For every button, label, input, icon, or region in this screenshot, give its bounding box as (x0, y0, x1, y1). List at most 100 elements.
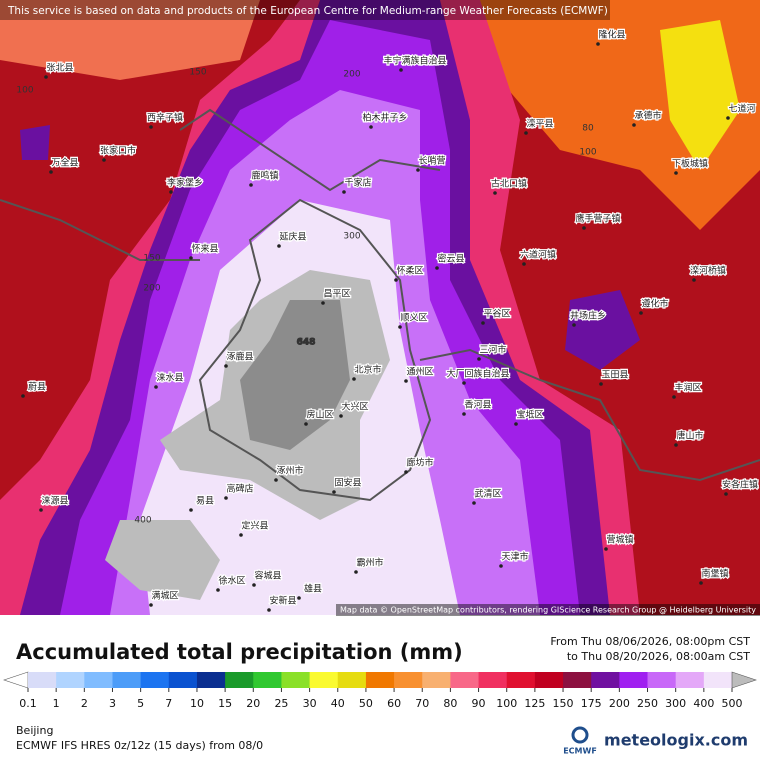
place-dot (49, 170, 53, 174)
legend-tick-label: 400 (693, 697, 714, 710)
legend-swatch (394, 672, 423, 688)
legend-swatch (478, 672, 508, 688)
legend-tick-label: 500 (722, 697, 743, 710)
place-label: 大兴区 (341, 401, 368, 413)
legend-swatch (225, 672, 254, 688)
legend-tick-label: 3 (109, 697, 116, 710)
place-label: 天津市 (501, 551, 528, 563)
place-dot (404, 470, 408, 474)
place-label: 通州区 (406, 367, 433, 378)
place-dot (726, 116, 730, 120)
location: Beijing (16, 724, 53, 737)
place-label: 怀来县 (191, 243, 218, 255)
contour-label: 400 (134, 516, 151, 526)
legend-swatch (534, 672, 564, 688)
place-dot (224, 364, 228, 368)
legend-tick-label: 5 (137, 697, 144, 710)
place-label: 北京市 (354, 364, 381, 376)
place-dot (102, 158, 106, 162)
place-label: 涞水县 (156, 372, 183, 384)
legend-tick-label: 25 (274, 697, 288, 710)
place-dot (224, 496, 228, 500)
place-label: 容城县 (254, 570, 281, 582)
contour-label: 100 (16, 86, 33, 96)
legend-swatch (253, 672, 282, 688)
place-label: 密云县 (437, 253, 464, 265)
legend-swatch (591, 672, 620, 688)
legend-tick-label: 175 (581, 697, 602, 710)
place-dot (493, 191, 497, 195)
place-label: 遵化市 (641, 298, 668, 310)
brand[interactable]: meteologix.com (604, 731, 748, 750)
place-dot (499, 564, 503, 568)
place-dot (267, 608, 271, 612)
attribution-bg (336, 604, 760, 616)
place-dot (239, 533, 243, 537)
ecmwf-icon (571, 726, 589, 744)
place-dot (582, 226, 586, 230)
place-label: 隆化县 (598, 29, 625, 41)
legend-swatch (168, 672, 198, 688)
place-label: 安新县 (269, 595, 296, 607)
legend-swatch (28, 672, 57, 688)
legend-tick-label: 1 (53, 697, 60, 710)
place-dot (394, 278, 398, 282)
place-dot (149, 603, 153, 607)
place-label: 大厂回族自治县 (446, 368, 509, 380)
place-label: 定兴县 (241, 520, 268, 532)
place-label: 平谷区 (483, 309, 510, 320)
place-label: 李家堡乡 (167, 177, 203, 189)
place-label: 安各庄镇 (722, 479, 758, 491)
place-dot (189, 508, 193, 512)
legend-swatch (506, 672, 536, 688)
place-dot (477, 357, 481, 361)
footer-title: Accumulated total precipitation (mm) (16, 640, 463, 664)
legend-tick-label: 60 (387, 697, 401, 710)
place-label: 雄县 (304, 583, 322, 595)
legend-arrow-high (731, 671, 757, 689)
place-label: 玉田县 (601, 370, 628, 381)
place-label: 丰宁满族自治县 (383, 55, 446, 67)
place-dot (304, 422, 308, 426)
legend-swatch (84, 672, 113, 688)
max-label: 648 (297, 338, 316, 348)
attribution: Map data © OpenStreetMap contributors, r… (340, 606, 756, 615)
legend-tick-label: 40 (331, 697, 345, 710)
legend-tick-label: 250 (637, 697, 658, 710)
legend-swatch (675, 672, 705, 688)
place-label: 下板城镇 (672, 158, 708, 170)
place-dot (277, 244, 281, 248)
place-dot (169, 190, 173, 194)
place-dot (724, 492, 728, 496)
place-dot (321, 301, 325, 305)
place-dot (524, 131, 528, 135)
legend-tick-label: 70 (415, 697, 429, 710)
place-label: 鹰手营子镇 (575, 213, 620, 225)
contour-label: 100 (579, 148, 596, 158)
legend-tick-label: 150 (553, 697, 574, 710)
place-label: 涿鹿县 (226, 351, 253, 363)
contour-label: 150 (189, 68, 206, 78)
place-label: 万全县 (51, 157, 78, 169)
place-label: 井场庄乡 (570, 310, 606, 322)
legend-tick-label: 7 (165, 697, 172, 710)
place-dot (522, 262, 526, 266)
place-dot (252, 583, 256, 587)
place-label: 涿州市 (276, 465, 303, 477)
place-label: 昌平区 (323, 289, 350, 300)
place-label: 营城镇 (606, 534, 633, 546)
place-dot (514, 422, 518, 426)
legend-swatch (112, 672, 142, 688)
legend-tick-label: 200 (609, 697, 630, 710)
place-label: 香河县 (464, 399, 491, 411)
place-dot (354, 570, 358, 574)
place-label: 延庆县 (279, 231, 306, 243)
place-label: 六道河镇 (520, 249, 556, 261)
place-dot (435, 266, 439, 270)
place-dot (639, 311, 643, 315)
place-dot (339, 414, 343, 418)
place-dot (399, 68, 403, 72)
place-dot (632, 123, 636, 127)
